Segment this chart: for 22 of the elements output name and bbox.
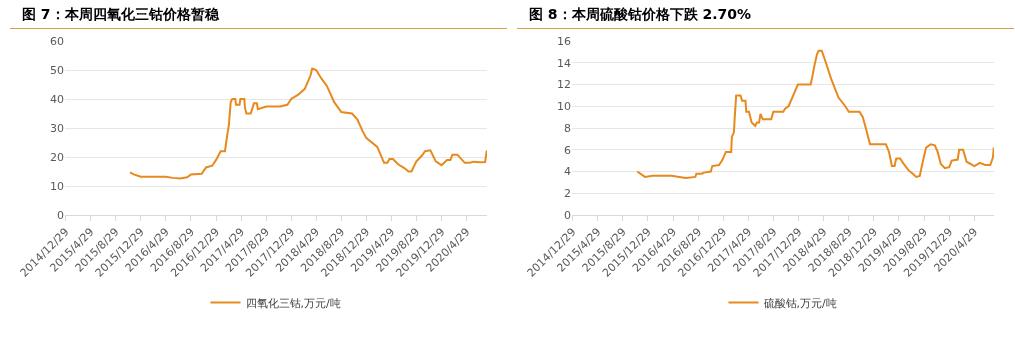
y-tick-label: 16 — [557, 34, 571, 48]
line-series — [129, 67, 487, 180]
y-tick-label: 60 — [50, 34, 64, 48]
line-series — [636, 49, 994, 180]
y-tick-label: 50 — [50, 63, 64, 77]
y-tick-label: 2 — [564, 187, 571, 201]
y-tick-label: 0 — [57, 208, 64, 222]
y-tick-label: 30 — [50, 121, 64, 135]
y-tick-label: 4 — [564, 165, 571, 179]
y-tick-label: 12 — [557, 78, 571, 92]
y-tick-label: 20 — [50, 150, 64, 164]
y-tick-label: 10 — [50, 179, 64, 193]
y-tick-label: 40 — [50, 92, 64, 106]
y-tick-label: 14 — [557, 56, 571, 70]
y-tick-label: 6 — [564, 143, 571, 157]
chart-title: 图 8：本周硫酸钴价格下跌 2.70% — [517, 0, 1014, 29]
legend-label: 四氧化三钴,万元/吨 — [245, 296, 341, 310]
y-tick-label: 0 — [564, 208, 571, 222]
y-tick-label: 8 — [564, 121, 571, 135]
y-tick-label: 10 — [557, 100, 571, 114]
chart-title: 图 7：本周四氧化三钴价格暂稳 — [10, 0, 507, 29]
legend-label: 硫酸钴,万元/吨 — [763, 296, 837, 310]
